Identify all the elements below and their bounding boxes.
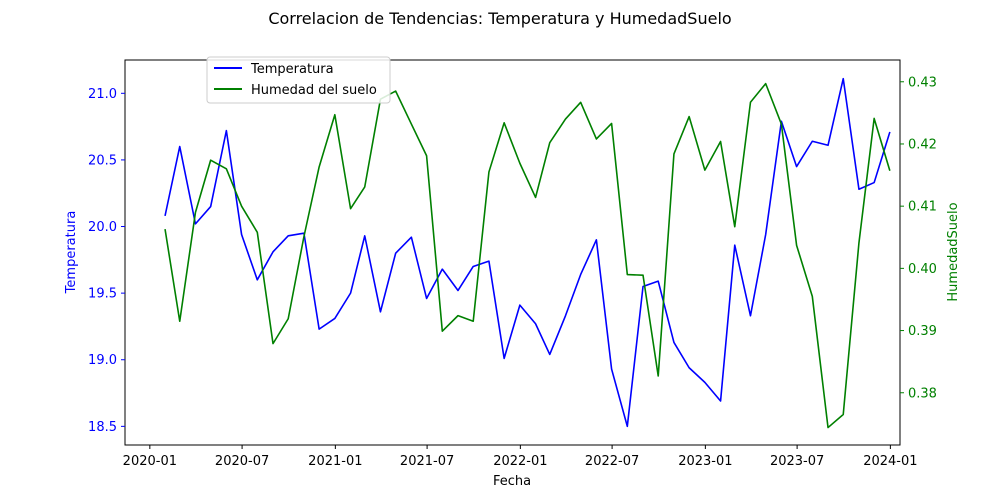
y-axis-left: 18.5 19.0 19.5 20.0 20.5 21.0: [88, 87, 125, 435]
series-line-0: [164, 77, 891, 428]
y-right-tick-label: 0.42: [908, 137, 937, 152]
x-tick-label: 2022-01: [493, 454, 547, 469]
y-left-tick-label: 21.0: [88, 87, 117, 102]
y-left-tick-label: 20.0: [88, 220, 117, 235]
y-right-tick-label: 0.41: [908, 200, 937, 215]
chart-title: Correlacion de Tendencias: Temperatura y…: [268, 9, 731, 28]
plot-frame: [124, 59, 901, 446]
x-tick-label: 2021-01: [308, 454, 362, 469]
y-axis-left-label: Temperatura: [64, 211, 79, 295]
x-tick-label: 2021-07: [400, 454, 454, 469]
y-left-tick-label: 20.5: [88, 153, 117, 168]
legend-label-temperatura: Temperatura: [250, 62, 334, 77]
legend-label-humedad: Humedad del suelo: [251, 83, 377, 98]
legend: Temperatura Humedad del suelo: [206, 56, 391, 104]
y-right-tick-label: 0.39: [908, 324, 937, 339]
x-axis-label: Fecha: [493, 474, 531, 489]
y-right-tick-label: 0.43: [908, 75, 937, 90]
y-axis-right: 0.38 0.39 0.40 0.41 0.42 0.43: [900, 75, 937, 401]
x-tick-label: 2023-01: [678, 454, 732, 469]
series-layer: [164, 77, 891, 429]
x-tick-label: 2024-01: [863, 454, 917, 469]
x-tick-label: 2020-01: [123, 454, 177, 469]
x-axis: 2020-01 2020-07 2021-01 2021-07 2022-01 2022-…: [123, 445, 918, 469]
plot-area: [124, 59, 901, 446]
series-line-1: [164, 82, 891, 429]
x-tick-label: 2022-07: [585, 454, 639, 469]
x-tick-label: 2020-07: [215, 454, 269, 469]
y-right-tick-label: 0.38: [908, 386, 937, 401]
y-left-tick-label: 19.5: [88, 287, 117, 302]
y-left-tick-label: 19.0: [88, 353, 117, 368]
y-axis-right-label: HumedadSuelo: [946, 202, 961, 301]
legend-box: [206, 56, 391, 104]
y-left-tick-label: 18.5: [88, 420, 117, 435]
x-tick-label: 2023-07: [770, 454, 824, 469]
y-right-tick-label: 0.40: [908, 262, 937, 277]
